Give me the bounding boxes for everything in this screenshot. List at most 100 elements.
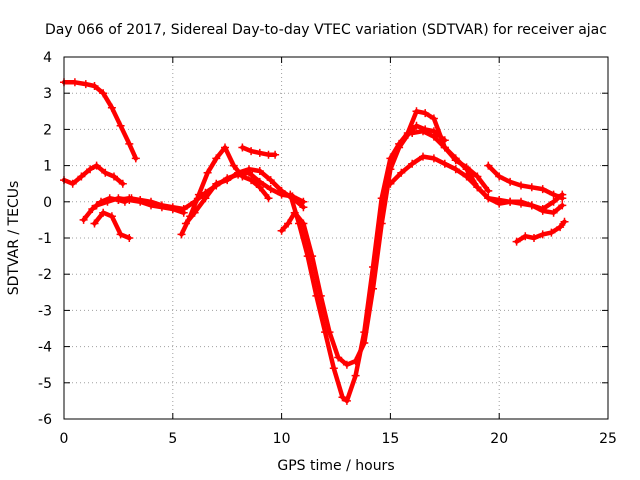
y-tick-label: 4 bbox=[43, 50, 52, 66]
y-axis-label: SDTVAR / TECUs bbox=[6, 181, 22, 296]
data-point-marker bbox=[329, 364, 338, 373]
data-point-marker bbox=[386, 179, 395, 188]
series-line bbox=[486, 163, 565, 201]
y-tick-label: 1 bbox=[43, 159, 52, 175]
data-point-marker bbox=[245, 165, 253, 174]
data-point-marker bbox=[440, 143, 449, 152]
data-point-marker bbox=[377, 194, 386, 203]
data-point-marker bbox=[299, 203, 308, 212]
data-point-marker bbox=[223, 176, 232, 185]
data-point-marker bbox=[521, 232, 530, 241]
y-tick-label: 3 bbox=[43, 86, 52, 102]
data-point-marker bbox=[179, 205, 188, 213]
data-point-marker bbox=[321, 328, 330, 337]
data-point-marker bbox=[517, 199, 525, 208]
data-point-marker bbox=[334, 353, 343, 362]
x-tick-label: 15 bbox=[381, 431, 399, 447]
data-point-marker bbox=[125, 194, 134, 203]
data-point-marker bbox=[68, 179, 77, 188]
series-arc-n bbox=[484, 161, 567, 203]
x-tick-label: 20 bbox=[490, 431, 508, 447]
series-arc-i bbox=[238, 143, 280, 159]
data-point-marker bbox=[303, 252, 312, 261]
data-point-marker bbox=[284, 219, 293, 228]
data-point-marker bbox=[99, 208, 108, 217]
data-point-marker bbox=[495, 196, 504, 204]
data-point-marker bbox=[255, 148, 264, 157]
data-point-marker bbox=[177, 230, 186, 239]
data-point-marker bbox=[264, 194, 273, 203]
data-point-marker bbox=[116, 230, 125, 239]
data-point-marker bbox=[527, 183, 536, 192]
data-point-marker bbox=[440, 159, 449, 168]
data-point-marker bbox=[506, 177, 515, 186]
data-point-marker bbox=[99, 89, 108, 98]
data-point-marker bbox=[429, 114, 438, 123]
data-point-marker bbox=[549, 208, 558, 217]
data-point-marker bbox=[70, 78, 79, 87]
series-arc-b bbox=[60, 161, 127, 188]
data-point-marker bbox=[194, 190, 203, 199]
x-tick-labels: 0 5 10 15 20 25 bbox=[60, 431, 617, 447]
data-point-marker bbox=[136, 196, 145, 204]
data-point-marker bbox=[90, 82, 99, 90]
data-point-marker bbox=[338, 393, 347, 402]
series-arc-o bbox=[512, 217, 569, 246]
data-point-marker bbox=[247, 147, 256, 156]
data-point-marker bbox=[116, 121, 125, 130]
data-point-marker bbox=[103, 197, 112, 206]
y-tick-label: -6 bbox=[38, 412, 52, 428]
x-tick-label: 0 bbox=[60, 431, 69, 447]
data-point-marker bbox=[255, 167, 264, 175]
series-line bbox=[514, 219, 567, 244]
y-tick-label: -5 bbox=[38, 376, 52, 392]
data-point-marker bbox=[412, 121, 421, 130]
data-point-marker bbox=[506, 197, 515, 206]
data-point-marker bbox=[527, 201, 536, 210]
data-point-marker bbox=[419, 152, 427, 161]
x-tick-label: 10 bbox=[273, 431, 291, 447]
data-point-marker bbox=[451, 154, 460, 163]
data-point-marker bbox=[238, 172, 247, 181]
data-point-marker bbox=[395, 139, 404, 148]
data-point-marker bbox=[473, 172, 482, 181]
data-point-marker bbox=[92, 161, 101, 170]
data-point-marker bbox=[549, 197, 558, 206]
series-arc-g bbox=[177, 143, 273, 239]
data-point-marker bbox=[538, 185, 547, 194]
data-point-marker bbox=[147, 197, 155, 206]
data-point-marker bbox=[131, 154, 140, 163]
data-point-marker bbox=[512, 237, 521, 246]
data-point-marker bbox=[295, 219, 303, 228]
data-point-marker bbox=[114, 196, 123, 204]
data-point-marker bbox=[558, 201, 567, 210]
data-point-marker bbox=[79, 215, 88, 224]
data-point-marker bbox=[484, 186, 493, 195]
y-tick-label: 0 bbox=[43, 195, 52, 211]
data-point-marker bbox=[538, 230, 547, 239]
data-point-marker bbox=[547, 228, 556, 237]
series-line bbox=[409, 128, 565, 215]
data-point-marker bbox=[386, 154, 395, 163]
data-point-marker bbox=[110, 172, 118, 181]
data-point-marker bbox=[168, 203, 177, 212]
data-point-marker bbox=[266, 185, 275, 194]
data-point-marker bbox=[342, 396, 351, 405]
series-arc-d bbox=[90, 208, 134, 242]
data-point-marker bbox=[212, 179, 221, 188]
data-point-marker bbox=[247, 176, 256, 185]
data-point-marker bbox=[88, 205, 97, 213]
data-point-marker bbox=[421, 109, 430, 118]
data-point-marker bbox=[101, 168, 110, 177]
data-point-marker bbox=[90, 219, 99, 228]
data-point-marker bbox=[190, 208, 199, 217]
x-tick-label: 5 bbox=[168, 431, 177, 447]
data-point-marker bbox=[408, 129, 417, 137]
series-arc-h bbox=[181, 165, 308, 228]
data-point-marker bbox=[125, 234, 134, 242]
data-point-marker bbox=[351, 371, 360, 380]
data-point-marker bbox=[212, 154, 221, 163]
data-point-marker bbox=[81, 80, 90, 89]
data-point-marker bbox=[181, 219, 190, 228]
